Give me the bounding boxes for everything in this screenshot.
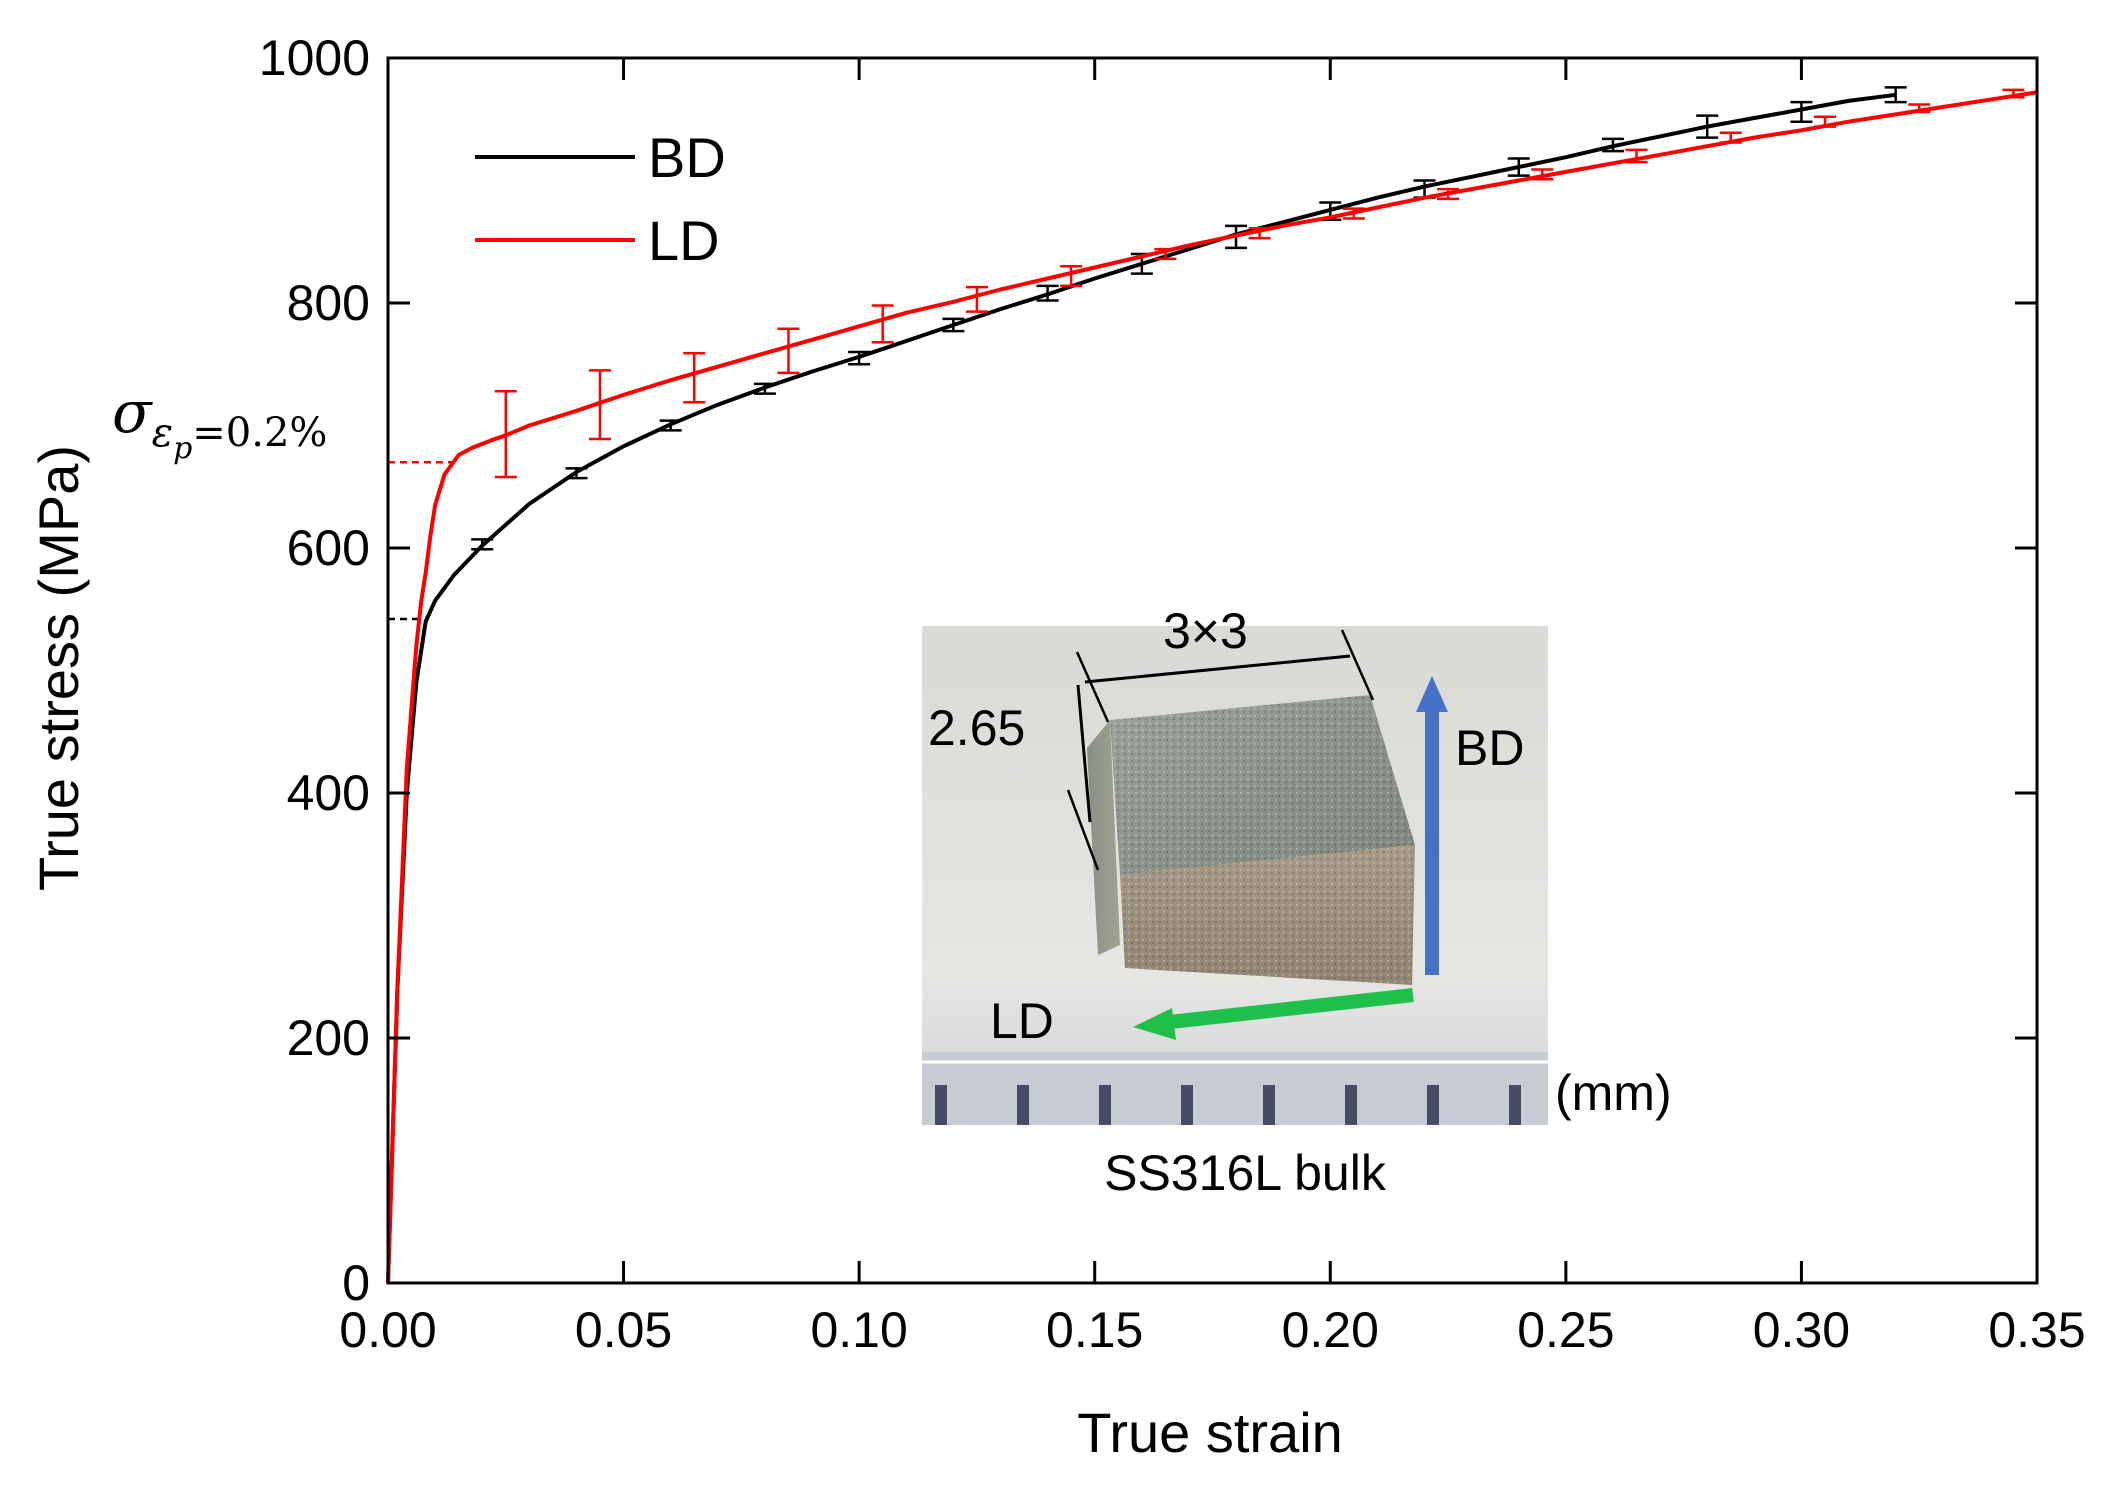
series-layer [386, 86, 2038, 1284]
error-bar-bd [1884, 86, 1907, 104]
cube-top-texture [1110, 695, 1415, 875]
cube-front-texture [1120, 845, 1415, 985]
error-bar-ld [1625, 148, 1648, 164]
x-axis-ticks: 0.00 0.05 0.10 0.15 0.20 0.25 0.30 0.35 [339, 58, 2086, 1358]
dim-top-ext-right [1340, 629, 1375, 701]
error-bar-ld [589, 369, 612, 441]
ruler-tick [1017, 1085, 1029, 1125]
dim-side-ext-bottom [1066, 789, 1100, 871]
x-tick-label: 0.20 [1282, 1302, 1379, 1358]
ruler-tick [1509, 1085, 1521, 1125]
x-axis-title: True strain [1077, 1401, 1343, 1464]
dim-side-line [1076, 684, 1092, 823]
ruler-tick [1263, 1085, 1275, 1125]
x-tick-label: 0.15 [1046, 1302, 1143, 1358]
error-bar-ld [494, 389, 517, 479]
error-bar-ld [1248, 227, 1271, 240]
inset-unit-label: (mm) [1555, 1065, 1672, 1121]
legend-label-bd: BD [648, 126, 726, 189]
ruler-tick [1427, 1085, 1439, 1125]
error-bar-ld [777, 327, 800, 375]
annotation-p: p [173, 431, 192, 466]
error-bar-bd [1507, 157, 1530, 177]
annotation-sigma: σ [112, 378, 153, 446]
ld-arrow-head [1133, 1008, 1176, 1040]
error-bar-bd [1790, 100, 1813, 123]
error-bar-bd [848, 350, 871, 366]
inset-arrow-up-label: BD [1455, 720, 1524, 776]
legend: BD LD [475, 126, 726, 272]
x-tick-label: 0.05 [575, 1302, 672, 1358]
dim-top-ext-left [1075, 651, 1110, 723]
error-bar-bd [471, 538, 494, 551]
error-bar-bd [1696, 114, 1719, 139]
yield-stress-annotation: σεp=0.2% [112, 378, 327, 466]
y-axis-title: True stress (MPa) [27, 445, 90, 891]
y-tick-label: 0 [342, 1255, 370, 1311]
error-bar-ld [965, 285, 988, 313]
annotation-value: =0.2% [192, 410, 327, 456]
x-tick-label: 0.00 [339, 1302, 436, 1358]
ruler-tick [935, 1085, 947, 1125]
error-bar-bd [1036, 284, 1059, 302]
ld-arrow-shaft [1169, 988, 1414, 1029]
error-bar-ld [683, 351, 706, 404]
legend-label-ld: LD [648, 209, 720, 272]
inset-dimension-side: 2.65 [928, 700, 1025, 756]
y-tick-label: 1000 [259, 30, 370, 86]
ruler-tick [1345, 1085, 1357, 1125]
error-bar-bd [753, 382, 776, 395]
error-bar-ld [1060, 265, 1083, 288]
reference-lines [388, 461, 459, 621]
error-bar-bd [942, 317, 965, 333]
x-tick-label: 0.35 [1988, 1302, 2085, 1358]
x-tick-label: 0.10 [810, 1302, 907, 1358]
error-bar-ld [1719, 131, 1742, 144]
y-tick-label: 200 [287, 1010, 370, 1066]
error-bar-ld [871, 304, 894, 344]
inset-caption: SS316L bulk [1104, 1145, 1387, 1201]
plot-frame [386, 56, 2039, 1285]
error-bar-ld [1813, 115, 1836, 128]
inset-photo: 3×3 2.65 BD LD [922, 603, 1548, 1125]
y-tick-label: 400 [287, 765, 370, 821]
x-tick-label: 0.30 [1753, 1302, 1850, 1358]
dim-top-line [1084, 654, 1351, 684]
error-bar-ld [2002, 88, 2025, 99]
error-bar-ld [1154, 247, 1177, 261]
y-tick-label: 800 [287, 275, 370, 331]
inset-ruler-ticks [922, 1060, 1548, 1125]
cube-left-face [1087, 720, 1120, 955]
series-bd [386, 86, 1907, 1284]
error-bar-ld [1437, 187, 1460, 201]
ruler-tick [1181, 1085, 1193, 1125]
error-bar-bd [565, 467, 588, 480]
error-bar-bd [1601, 137, 1624, 153]
series-ld [386, 88, 2038, 1284]
annotation-epsilon: ε [152, 410, 173, 456]
error-bar-ld [1531, 168, 1554, 181]
y-axis-ticks: 0 200 400 600 800 1000 [259, 30, 2037, 1311]
bd-arrow-head [1416, 676, 1448, 712]
error-bar-ld [1342, 207, 1365, 220]
error-bar-bd [659, 419, 682, 432]
series-line-bd [386, 92, 1896, 1284]
y-tick-label: 600 [287, 520, 370, 576]
x-tick-label: 0.25 [1517, 1302, 1614, 1358]
inset-arrow-left-label: LD [990, 993, 1054, 1049]
error-bar-ld [1908, 103, 1931, 114]
ruler-tick [1099, 1085, 1111, 1125]
inset-dimension-top: 3×3 [1163, 603, 1248, 659]
